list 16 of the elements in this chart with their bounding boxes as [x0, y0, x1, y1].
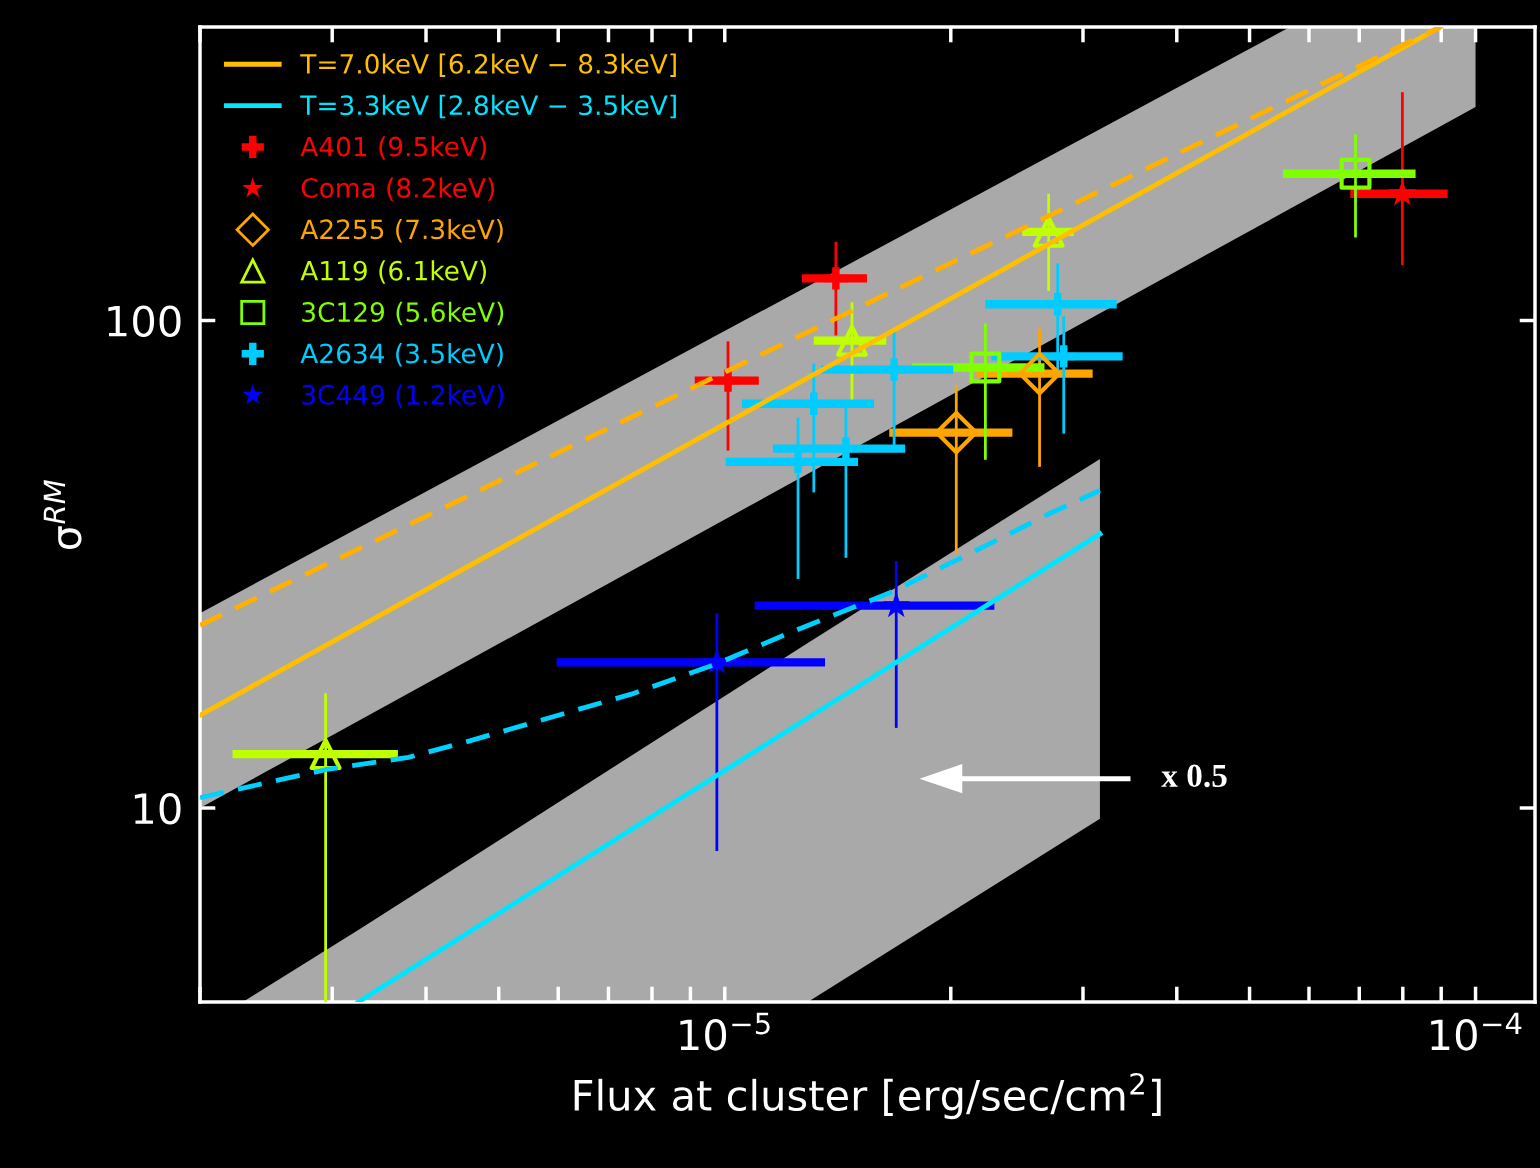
- x-axis-title: Flux at cluster [erg/sec/cm$^{2}$]: [574, 1072, 1161, 1120]
- legend-label: A119 (6.1keV): [300, 260, 486, 284]
- legend-label: Coma (8.2keV): [301, 177, 495, 202]
- x-tick-label: 10$^{−5}$: [680, 1012, 770, 1051]
- legend-label: A401 (9.5keV): [300, 136, 486, 160]
- legend-label: A2255 (7.3keV): [300, 218, 503, 243]
- legend-label: 3C129 (5.6keV): [302, 301, 504, 326]
- legend-label: T=7.0keV [6.2keV − 8.3keV]: [300, 53, 676, 77]
- legend-label: A2634 (3.5keV): [300, 343, 503, 367]
- legend-label: 3C449 (1.2keV): [302, 384, 504, 408]
- x-tick-label: 10$^{−4}$: [1431, 1012, 1522, 1051]
- y-tick-label: 100: [108, 305, 181, 337]
- y-axis-title: σ$^{RM}$: [43, 479, 82, 550]
- annotation: x 0.5: [1161, 764, 1227, 788]
- legend-label: T=3.3keV [2.8keV − 3.5keV]: [300, 94, 676, 119]
- y-tick-label: 10: [134, 792, 181, 825]
